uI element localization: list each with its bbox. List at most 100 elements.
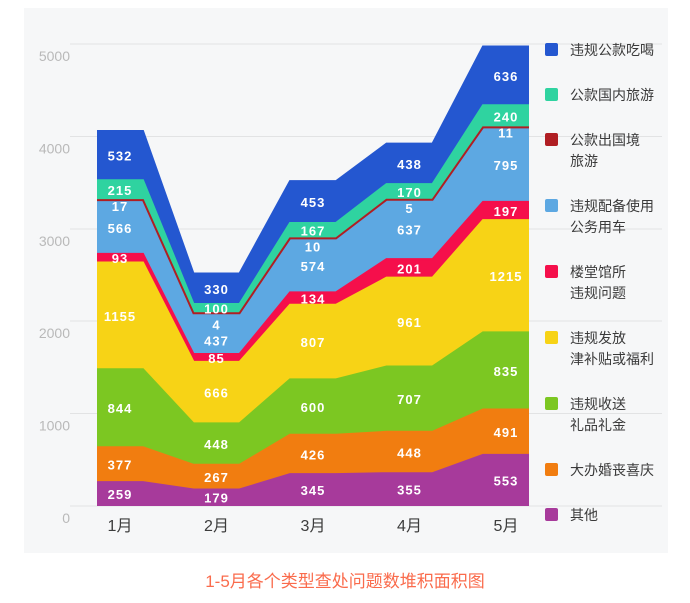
area-line-违规公款吃喝 (97, 45, 529, 275)
legend-swatch (545, 397, 558, 410)
value-label: 267 (204, 470, 229, 485)
value-label: 345 (301, 483, 326, 498)
legend-swatch (545, 508, 558, 521)
legend-swatch (545, 265, 558, 278)
y-tick-label: 4000 (39, 140, 70, 156)
value-label: 448 (204, 437, 229, 452)
legend-label: 公款出国境 旅游 (570, 132, 640, 169)
value-label: 4 (212, 318, 220, 333)
legend-item-7[interactable]: 大办婚丧喜庆 (545, 460, 654, 481)
value-label: 448 (397, 446, 422, 461)
legend-label: 违规发放 津补贴或福利 (570, 330, 654, 367)
legend-label: 违规公款吃喝 (570, 42, 654, 58)
y-tick-label: 3000 (39, 233, 70, 249)
x-tick-label-1月: 1月 (108, 518, 133, 535)
legend-swatch (545, 43, 558, 56)
value-label: 100 (204, 302, 229, 317)
value-label: 566 (108, 221, 133, 236)
value-label: 600 (301, 400, 326, 415)
value-label: 637 (397, 223, 422, 238)
legend-item-5[interactable]: 违规发放 津补贴或福利 (545, 328, 654, 370)
legend-label: 公款国内旅游 (570, 87, 654, 103)
value-label: 707 (397, 392, 422, 407)
value-label: 553 (494, 473, 519, 488)
legend-label: 违规收送 礼品礼金 (570, 396, 626, 433)
legend-swatch (545, 199, 558, 212)
x-tick-label-5月: 5月 (494, 518, 519, 535)
value-label: 179 (204, 491, 229, 506)
value-label: 355 (397, 483, 422, 498)
y-tick-label: 2000 (39, 325, 70, 341)
area-line-公款出国境旅游 (97, 126, 529, 315)
chart-legend: 违规公款吃喝 公款国内旅游公款出国境 旅游 违规配备使用 公务用车 楼堂馆所 违规问题… (545, 40, 654, 526)
value-label: 11 (498, 125, 514, 140)
value-label: 491 (494, 425, 519, 440)
value-label: 636 (494, 69, 519, 84)
legend-swatch (545, 133, 558, 146)
value-label: 330 (204, 282, 229, 297)
value-label: 259 (108, 487, 133, 502)
value-label: 807 (301, 335, 326, 350)
y-tick-label: 1000 (39, 418, 70, 434)
value-label: 170 (397, 185, 422, 200)
value-label: 85 (208, 351, 224, 366)
legend-item-1[interactable]: 公款国内旅游 (545, 85, 654, 106)
value-label: 134 (301, 292, 326, 307)
area-line-违规发放津补贴或福利 (97, 219, 529, 363)
value-label: 453 (301, 195, 326, 210)
legend-label: 其他 (570, 507, 598, 523)
area-line-楼堂馆所违规问题 (97, 200, 529, 356)
legend-item-3[interactable]: 违规配备使用 公务用车 (545, 196, 654, 238)
x-tick-label-2月: 2月 (204, 518, 229, 535)
value-label: 5 (405, 201, 413, 216)
value-label: 215 (108, 183, 133, 198)
legend-swatch (545, 331, 558, 344)
legend-item-4[interactable]: 楼堂馆所 违规问题 (545, 262, 654, 304)
legend-swatch (545, 463, 558, 476)
legend-item-2[interactable]: 公款出国境 旅游 (545, 130, 654, 172)
legend-label: 违规配备使用 公务用车 (570, 198, 654, 235)
value-label: 10 (305, 240, 321, 255)
area-line-其他 (97, 453, 529, 491)
value-label: 835 (494, 364, 519, 379)
area-layer-违规公款吃喝 (97, 46, 529, 305)
value-label: 17 (112, 199, 128, 214)
legend-label: 楼堂馆所 违规问题 (570, 264, 626, 301)
x-tick-label-3月: 3月 (301, 518, 326, 535)
value-label: 666 (204, 386, 229, 401)
area-line-违规收送礼品礼金 (97, 331, 529, 425)
value-label: 532 (108, 149, 133, 164)
area-layer-大办婚丧喜庆 (97, 409, 529, 490)
value-label: 1215 (490, 269, 523, 284)
value-label: 240 (494, 109, 519, 124)
area-layer-其他 (97, 454, 529, 506)
value-label: 961 (397, 315, 422, 330)
legend-item-0[interactable]: 违规公款吃喝 (545, 40, 654, 61)
value-label: 197 (494, 204, 519, 219)
area-layer-违规发放津补贴或福利 (97, 220, 529, 424)
area-layer-楼堂馆所违规问题 (97, 201, 529, 362)
y-tick-label: 5000 (39, 48, 70, 64)
chart-title: 1-5月各个类型查处问题数堆积面积图 (205, 572, 485, 591)
legend-item-6[interactable]: 违规收送 礼品礼金 (545, 394, 654, 436)
value-label: 438 (397, 157, 422, 172)
value-label: 201 (397, 261, 422, 276)
value-label: 844 (108, 401, 133, 416)
value-label: 426 (301, 447, 326, 462)
legend-item-8[interactable]: 其他 (545, 505, 654, 526)
value-label: 93 (112, 251, 128, 266)
value-label: 377 (108, 458, 133, 473)
value-label: 795 (494, 158, 519, 173)
legend-label: 大办婚丧喜庆 (570, 462, 654, 478)
y-tick-label: 0 (62, 510, 70, 526)
value-label: 167 (301, 224, 326, 239)
value-label: 574 (301, 259, 326, 274)
legend-swatch (545, 88, 558, 101)
area-layer-违规配备使用公务用车 (97, 128, 529, 355)
area-line-公款国内旅游 (97, 104, 529, 306)
x-tick-label-4月: 4月 (397, 518, 422, 535)
value-label: 437 (204, 334, 229, 349)
value-label: 1155 (104, 309, 136, 324)
area-line-大办婚丧喜庆 (97, 408, 529, 466)
